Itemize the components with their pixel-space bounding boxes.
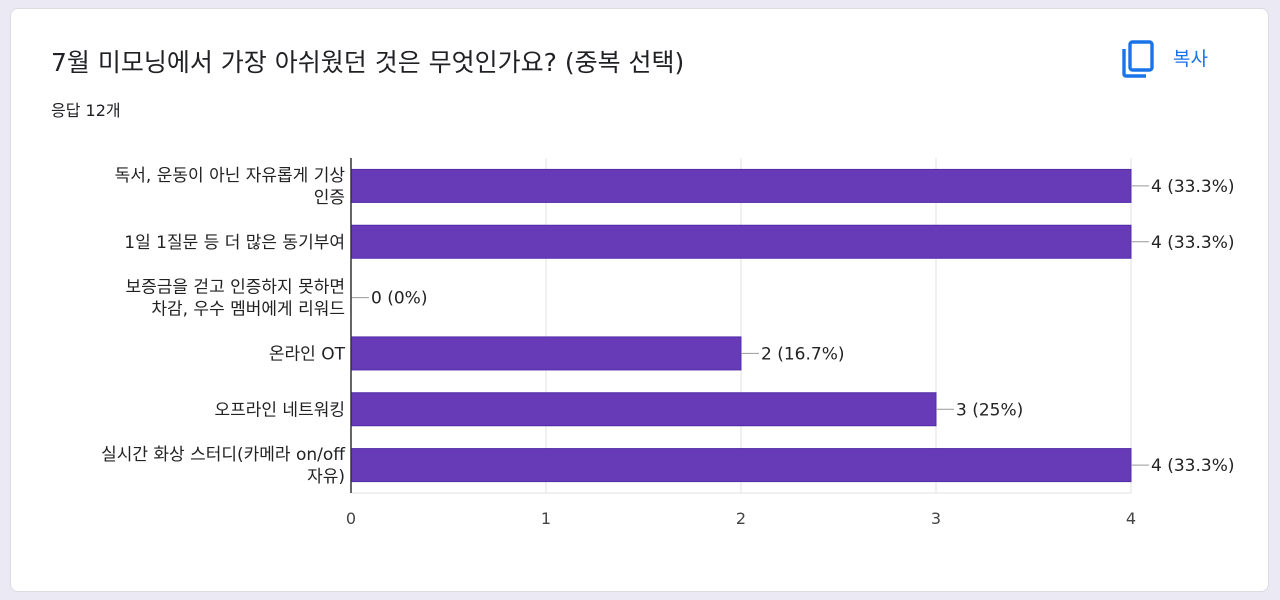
data-label: 4 (33.3%): [1151, 177, 1235, 197]
copy-icon: [1121, 39, 1155, 79]
x-tick-label: 1: [541, 509, 551, 528]
category-label: 실시간 화상 스터디(카메라 on/off: [101, 445, 346, 465]
data-label: 0 (0%): [371, 289, 427, 309]
category-label: 보증금을 걷고 인증하지 못하면: [125, 278, 345, 298]
data-label: 2 (16.7%): [761, 344, 845, 364]
bar: [350, 392, 937, 427]
data-label: 3 (25%): [956, 400, 1023, 420]
category-label: 인증: [314, 188, 345, 208]
x-tick-label: 2: [736, 509, 746, 528]
x-tick-label: 4: [1126, 509, 1136, 528]
category-label: 차감, 우수 멤버에게 리워드: [151, 300, 345, 320]
category-label: 오프라인 네트워킹: [214, 400, 345, 420]
bar: [350, 168, 1132, 203]
response-count: 응답 12개: [51, 101, 121, 120]
category-label: 자유): [307, 467, 345, 487]
category-label: 1일 1질문 등 더 많은 동기부여: [124, 233, 345, 253]
category-label: 독서, 운동이 아닌 자유롭게 기상: [115, 166, 346, 186]
copy-label: 복사: [1173, 47, 1208, 70]
category-label: 온라인 OT: [269, 344, 346, 364]
data-label: 4 (33.3%): [1151, 456, 1235, 476]
data-label: 4 (33.3%): [1151, 233, 1235, 253]
bar: [350, 224, 1132, 259]
x-tick-label: 3: [931, 509, 941, 528]
question-title: 7월 미모닝에서 가장 아쉬웠던 것은 무엇인가요? (중복 선택): [51, 48, 685, 77]
bar: [350, 336, 742, 371]
x-tick-label: 0: [346, 509, 356, 528]
copy-button[interactable]: 복사: [1121, 35, 1236, 83]
chart-card: 7월 미모닝에서 가장 아쉬웠던 것은 무엇인가요? (중복 선택) 응답 12…: [10, 8, 1269, 592]
bar: [350, 448, 1132, 483]
